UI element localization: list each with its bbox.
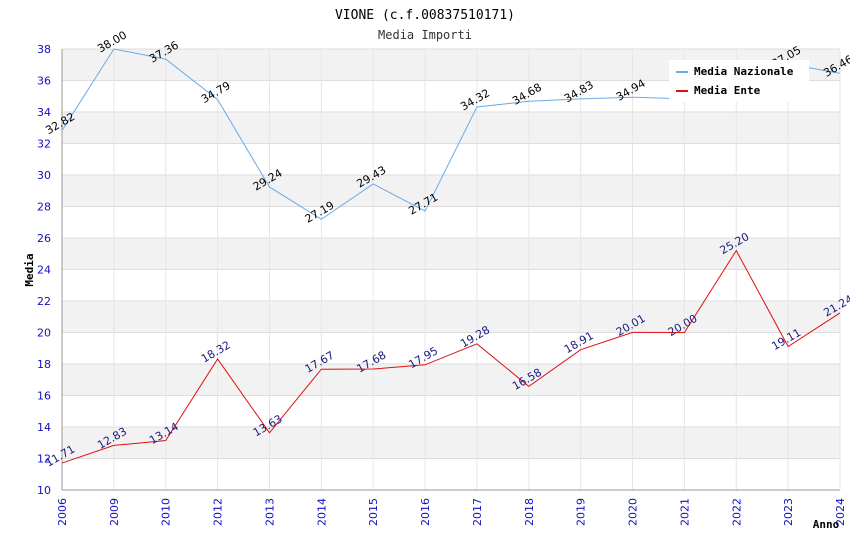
x-tick-label: 2012 [212, 498, 225, 526]
plot-band [62, 206, 840, 238]
x-tick-label: 2010 [160, 498, 173, 526]
y-tick-label: 30 [37, 169, 51, 182]
legend-label-media-nazionale: Media Nazionale [694, 65, 794, 78]
plot-band [62, 301, 840, 333]
y-tick-label: 20 [37, 327, 51, 340]
plot-band [62, 112, 840, 144]
y-tick-label: 36 [37, 75, 51, 88]
y-axis-ticks: 10 12 14 16 18 20 22 24 26 28 30 32 34 36 38 [37, 43, 51, 497]
x-axis-ticks: 2006 2009 2010 2012 2013 2014 2015 2016 2017 2018… [56, 498, 847, 526]
x-tick-label: 2021 [678, 498, 691, 526]
y-tick-label: 16 [37, 390, 51, 403]
y-tick-label: 18 [37, 358, 51, 371]
legend-label-media-ente: Media Ente [694, 84, 761, 97]
y-tick-label: 28 [37, 201, 51, 214]
y-tick-label: 24 [37, 264, 51, 277]
x-tick-label: 2022 [730, 498, 743, 526]
x-tick-label: 2018 [523, 498, 536, 526]
chart-subtitle: Media Importi [378, 28, 472, 42]
y-tick-label: 34 [37, 106, 51, 119]
plot-band [62, 238, 840, 270]
plot-band [62, 427, 840, 459]
plot-background [61, 48, 841, 491]
x-tick-label: 2009 [108, 498, 121, 526]
y-tick-label: 22 [37, 295, 51, 308]
x-tick-label: 2019 [575, 498, 588, 526]
x-tick-label: 2013 [263, 498, 276, 526]
y-tick-label: 14 [37, 421, 51, 434]
series-line-media-ente [61, 249, 841, 464]
plot-band [62, 364, 840, 396]
y-tick-label: 38 [37, 43, 51, 56]
plot-band [62, 332, 840, 364]
y-tick-label: 12 [37, 453, 51, 466]
plot-band [62, 395, 840, 427]
x-tick-label: 2024 [834, 498, 847, 526]
y-tick-label: 26 [37, 232, 51, 245]
y-axis-label: Media [23, 253, 36, 286]
x-axis-label: Anno [813, 518, 840, 531]
x-tick-label: 2017 [471, 498, 484, 526]
x-tick-label: 2014 [315, 498, 328, 526]
x-tick-label: 2015 [367, 498, 380, 526]
y-tick-label: 10 [37, 484, 51, 497]
legend-box [669, 60, 809, 102]
legend: Media Nazionale Media Ente [669, 60, 809, 102]
x-tick-label: 2006 [56, 498, 69, 526]
x-tick-label: 2023 [782, 498, 795, 526]
x-tick-label: 2020 [627, 498, 640, 526]
plot-band [62, 175, 840, 207]
plot-band [62, 458, 840, 490]
chart-title: VIONE (c.f.00837510171) [335, 8, 515, 23]
x-tick-label: 2016 [419, 498, 432, 526]
y-tick-label: 32 [37, 138, 51, 151]
plot-band [62, 269, 840, 301]
